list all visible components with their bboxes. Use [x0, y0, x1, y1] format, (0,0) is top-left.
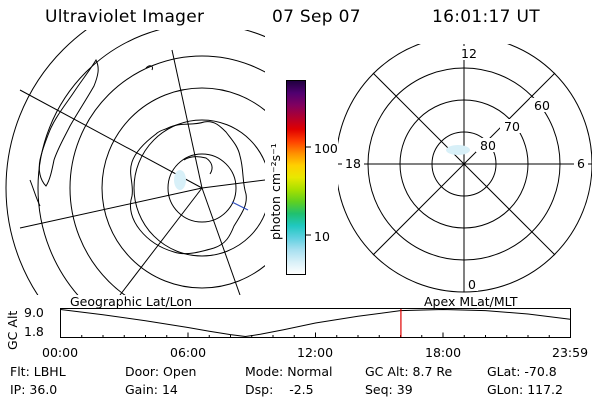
info-label: GLon: — [487, 382, 524, 397]
timeline-y-max: 9.0 — [24, 305, 44, 320]
lat-circle — [69, 55, 265, 295]
mlat-label-80: 80 — [480, 138, 496, 153]
meridian-line — [19, 187, 203, 229]
polar-ring-outer — [338, 44, 592, 293]
info-label: Door: — [125, 364, 160, 379]
label-bg — [342, 156, 364, 170]
info-value: Open — [163, 364, 197, 379]
aurora-blob — [446, 145, 470, 155]
label-bg — [466, 277, 478, 291]
apex-label: Apex MLat/MLT — [424, 294, 518, 309]
geographic-label: Geographic Lat/Lon — [70, 294, 192, 309]
x-tick-0600: 06:00 — [170, 345, 207, 360]
info-value: 117.2 — [527, 382, 563, 397]
info-value: 14 — [161, 382, 178, 397]
info-label: Mode: — [245, 364, 284, 379]
island-outline — [145, 65, 153, 71]
meridian-line — [201, 187, 241, 295]
x-tick-0000: 00:00 — [42, 345, 79, 360]
lat-circle — [37, 30, 265, 295]
mlt-label-0: 0 — [468, 277, 476, 292]
info-value: 8.7 Re — [412, 364, 453, 379]
x-tick-1800: 18:00 — [425, 345, 462, 360]
colorbar — [286, 80, 306, 275]
aurora-blob — [174, 170, 186, 190]
colorbar-gradient — [287, 81, 305, 274]
label-bg — [574, 156, 588, 170]
info-value: 39 — [396, 382, 413, 397]
polar-diagonal — [372, 72, 556, 256]
info-gc-alt: GC Alt: 8.7 Re — [365, 364, 452, 379]
info-value: LBHL — [33, 364, 66, 379]
altitude-line — [60, 308, 571, 338]
timeline-y-min: 1.8 — [24, 324, 44, 339]
info-value: -70.8 — [524, 364, 557, 379]
meridian-line — [201, 179, 265, 189]
info-label: IP: — [10, 382, 26, 397]
info-glon: GLon: 117.2 — [487, 382, 563, 397]
meridian-line — [119, 187, 203, 295]
info-value: -2.5 — [289, 382, 314, 397]
mlat-label-60: 60 — [534, 98, 550, 113]
track-line — [231, 201, 249, 211]
lat-circle — [167, 153, 237, 223]
info-mode: Mode: Normal — [245, 364, 333, 379]
info-label: GLat: — [487, 364, 521, 379]
mlt-label-6: 6 — [577, 156, 585, 171]
x-tick-2359: 23:59 — [552, 345, 589, 360]
label-bg — [458, 46, 480, 60]
label-bg — [476, 138, 500, 152]
label-bg — [530, 98, 554, 112]
info-seq: Seq: 39 — [365, 382, 413, 397]
coastline — [183, 156, 213, 175]
label-bg — [500, 119, 524, 133]
mlt-label-18: 18 — [345, 156, 361, 171]
info-label: Flt: — [10, 364, 30, 379]
lat-circle — [101, 87, 265, 289]
lat-circle — [5, 30, 87, 295]
time-label: 16:01:17 UT — [432, 7, 540, 27]
info-ip: IP: 36.0 — [10, 382, 57, 397]
geographic-map — [5, 30, 265, 295]
coastline — [29, 179, 41, 207]
timeline-axis-label: GC Alt — [5, 310, 20, 350]
info-flt: Flt: LBHL — [10, 364, 66, 379]
mlt-label-12: 12 — [461, 46, 477, 61]
info-door: Door: Open — [125, 364, 196, 379]
antarctica-outline — [129, 121, 247, 255]
info-label: Seq: — [365, 382, 393, 397]
polar-plot: 12 18 6 0 80 70 60 — [338, 44, 592, 293]
lat-circle — [133, 119, 265, 257]
colorbar-ticks — [306, 146, 311, 236]
timeline-ticks — [60, 332, 571, 338]
continent-outline — [38, 58, 99, 187]
date-label: 07 Sep 07 — [272, 7, 361, 27]
meridian-line — [19, 89, 203, 189]
meridian-line — [171, 49, 203, 189]
info-gain: Gain: 14 — [125, 382, 178, 397]
info-glat: GLat: -70.8 — [487, 364, 557, 379]
info-value: 36.0 — [29, 382, 58, 397]
info-label: GC Alt: — [365, 364, 409, 379]
mlat-label-70: 70 — [504, 119, 520, 134]
instrument-title: Ultraviolet Imager — [45, 7, 205, 27]
info-label: Gain: — [125, 382, 158, 397]
colorbar-tick-100: 100 — [314, 141, 338, 156]
x-tick-1200: 12:00 — [297, 345, 334, 360]
colorbar-unit-label: photon cm⁻²s⁻¹ — [268, 143, 283, 240]
info-dsp: Dsp: -2.5 — [245, 382, 314, 397]
info-label: Dsp: — [245, 382, 274, 397]
info-value: Normal — [287, 364, 333, 379]
timeline-plot — [60, 308, 571, 338]
colorbar-tick-10: 10 — [314, 229, 330, 244]
